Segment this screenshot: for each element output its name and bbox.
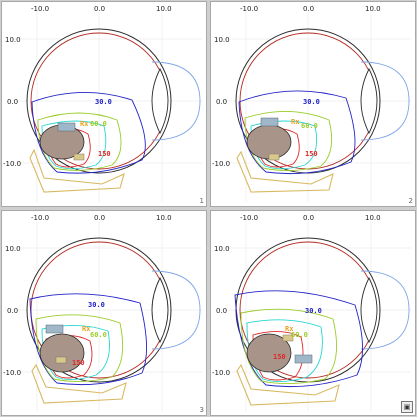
y-tick-label: 10.0 — [214, 245, 230, 253]
eye-plot: -10.0 0.0 10.0 10.0 0.0 -10.0 30.0 60.0 … — [3, 5, 202, 202]
isodose-30-line — [31, 92, 146, 174]
isodose-60-line — [37, 112, 122, 171]
panel-number: 1 — [199, 197, 204, 205]
isodose-150-label: 150 — [305, 150, 318, 158]
lens-outline — [151, 67, 169, 135]
y-tick-label: -10.0 — [3, 160, 21, 168]
isodose-60-line — [244, 111, 333, 171]
plaque-outline — [29, 148, 125, 193]
x-tick-label: -10.0 — [240, 5, 258, 13]
isodose-60-label: 60.0 — [291, 331, 308, 339]
isodose-30-label: 30.0 — [95, 98, 112, 106]
tumor-shape — [39, 333, 85, 373]
eye-plot: -10.0 0.0 10.0 10.0 0.0 -10.0 30.0 60.0 … — [3, 214, 202, 411]
y-tick-label: 10.0 — [5, 245, 21, 253]
plan-view-panel[interactable]: -10.0 0.0 10.0 10.0 0.0 -10.0 30.0 60.0 … — [1, 1, 207, 207]
y-tick-label: 10.0 — [5, 36, 21, 44]
isodose-60-label: 60.0 — [90, 331, 107, 339]
marker-box — [260, 117, 279, 127]
plan-view-panel[interactable]: -10.0 0.0 10.0 10.0 0.0 -10.0 30.0 60.0 … — [1, 210, 207, 416]
x-tick-label: -10.0 — [240, 214, 258, 222]
isodose-150-label: 150 — [98, 150, 111, 158]
isodose-60-label: 60.0 — [301, 122, 318, 130]
cornea-contour — [151, 61, 201, 141]
isodose-rx-label: Rx — [80, 120, 89, 128]
x-tick-label: 0.0 — [303, 5, 314, 13]
marker-box — [57, 122, 76, 132]
cornea-contour — [151, 270, 201, 350]
plan-view-panel[interactable]: -10.0 0.0 10.0 10.0 0.0 -10.0 30.0 60.0 … — [210, 1, 416, 207]
isodose-30-line — [234, 290, 363, 388]
y-tick-label: 0.0 — [216, 98, 227, 106]
marker-box — [73, 153, 85, 161]
y-tick-label: -10.0 — [212, 160, 230, 168]
isodose-30-label: 30.0 — [303, 98, 320, 106]
eye-plot: -10.0 0.0 10.0 10.0 0.0 -10.0 30.0 60.0 … — [212, 214, 411, 411]
isodose-30-line — [238, 90, 356, 175]
x-tick-label: -10.0 — [31, 5, 49, 13]
isodose-cyan-line — [41, 120, 107, 170]
panel-number: 2 — [408, 197, 413, 205]
lens-outline — [151, 276, 169, 344]
x-tick-label: 0.0 — [94, 5, 105, 13]
isodose-30-label: 30.0 — [305, 307, 322, 315]
plan-view-panel[interactable]: -10.0 0.0 10.0 10.0 0.0 -10.0 30.0 60.0 … — [210, 210, 416, 416]
y-tick-label: 10.0 — [214, 36, 230, 44]
isodose-rx-label: Rx — [291, 118, 300, 126]
isodose-150-label: 150 — [72, 359, 85, 367]
isodose-rx-label: Rx — [285, 325, 294, 333]
tumor-shape — [246, 333, 292, 373]
isodose-rx-label: Rx — [82, 325, 91, 333]
marker-box — [282, 334, 294, 342]
eye-globe-outline — [26, 28, 172, 174]
y-tick-label: 0.0 — [216, 307, 227, 315]
marker-box — [55, 356, 67, 364]
x-tick-label: 10.0 — [156, 5, 172, 13]
y-tick-label: -10.0 — [212, 369, 230, 377]
x-tick-label: 10.0 — [156, 214, 172, 222]
marker-box — [268, 153, 280, 161]
plaque-outline — [31, 363, 127, 404]
isodose-60-line — [240, 308, 338, 385]
x-tick-label: -10.0 — [31, 214, 49, 222]
isodose-30-label: 30.0 — [88, 301, 105, 309]
x-tick-label: 0.0 — [303, 214, 314, 222]
eye-plot: -10.0 0.0 10.0 10.0 0.0 -10.0 30.0 60.0 … — [212, 5, 411, 202]
panel-number: 3 — [199, 406, 204, 414]
isodose-150-label: 150 — [273, 353, 286, 361]
isodose-cyan-line — [250, 120, 318, 170]
cornea-contour — [360, 270, 410, 350]
y-tick-label: 0.0 — [7, 98, 18, 106]
y-tick-label: 0.0 — [7, 307, 18, 315]
x-tick-label: 10.0 — [365, 5, 381, 13]
isodose-30-line — [29, 293, 147, 386]
isodose-60-line — [35, 314, 124, 382]
plaque-outline — [236, 150, 334, 193]
isodose-60-label: 60.0 — [90, 120, 107, 128]
y-tick-label: -10.0 — [3, 369, 21, 377]
eye-globe-outline — [26, 237, 172, 383]
cornea-contour — [360, 61, 410, 141]
lens-outline — [360, 67, 378, 135]
x-tick-label: 10.0 — [365, 214, 381, 222]
lens-outline — [360, 276, 378, 344]
x-tick-label: 0.0 — [94, 214, 105, 222]
marker-box — [45, 324, 64, 334]
marker-box — [294, 354, 313, 364]
plaque-outline — [236, 363, 340, 406]
corner-toggle-button[interactable]: ▣ — [401, 401, 413, 413]
